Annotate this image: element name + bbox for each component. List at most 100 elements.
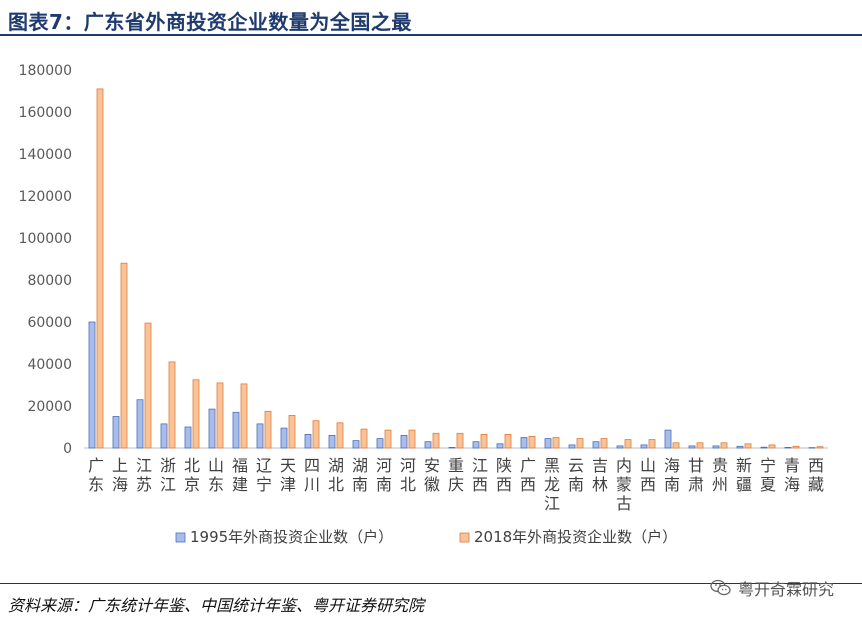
bar-2018-16 <box>480 433 488 449</box>
bar-2018-20 <box>576 438 584 449</box>
chart-title: 图表7：广东省外商投资企业数量为全国之最 <box>8 10 412 34</box>
bar-1995-27 <box>736 445 744 449</box>
bar-2018-2 <box>144 322 152 449</box>
bar-1995-25 <box>688 445 696 449</box>
bar-1995-18 <box>520 437 528 449</box>
x-tick-label: 重庆 <box>448 456 464 494</box>
bar-2018-24 <box>672 442 680 449</box>
y-tick-label: 0 <box>63 441 72 457</box>
y-tick-label: 60000 <box>27 315 72 331</box>
x-tick-label: 云南 <box>568 456 584 494</box>
legend: 1995年外商投资企业数（户） 2018年外商投资企业数（户） <box>175 528 677 546</box>
bar-1995-16 <box>472 441 480 449</box>
x-tick-label: 上海 <box>112 456 128 494</box>
bar-2018-26 <box>720 442 728 449</box>
bar-1995-24 <box>664 429 672 449</box>
y-tick-label: 20000 <box>27 399 72 415</box>
bar-1995-5 <box>208 408 216 449</box>
x-tick-label: 西藏 <box>808 456 824 494</box>
bar-1995-28 <box>760 446 768 449</box>
bar-2018-11 <box>360 428 368 449</box>
bar-2018-12 <box>384 429 392 449</box>
bar-2018-27 <box>744 443 752 449</box>
bar-2018-23 <box>648 439 656 449</box>
bar-2018-3 <box>168 361 176 449</box>
bar-1995-29 <box>784 446 792 449</box>
footer-divider <box>0 583 862 584</box>
bar-1995-1 <box>112 416 120 449</box>
bar-2018-5 <box>216 382 224 449</box>
bar-1995-26 <box>712 445 720 449</box>
bar-1995-11 <box>352 440 360 449</box>
x-tick-label: 湖南 <box>352 456 368 494</box>
bar-1995-20 <box>568 444 576 449</box>
x-tick-label: 山西 <box>640 456 656 494</box>
bar-2018-9 <box>312 420 320 449</box>
bar-2018-21 <box>600 438 608 449</box>
bar-2018-18 <box>528 435 536 449</box>
bar-2018-0 <box>96 88 104 449</box>
bar-1995-30 <box>808 447 816 449</box>
legend-label-0: 1995年外商投资企业数（户） <box>190 528 393 546</box>
bar-1995-15 <box>448 446 456 449</box>
x-tick-label: 黑龙江 <box>544 456 560 513</box>
x-tick-label: 河南 <box>376 456 392 494</box>
bar-1995-22 <box>616 445 624 449</box>
bar-2018-6 <box>240 383 248 449</box>
bar-1995-10 <box>328 434 336 449</box>
bar-2018-13 <box>408 429 416 449</box>
x-tick-label: 甘肃 <box>688 456 704 494</box>
bar-1995-0 <box>88 321 96 449</box>
title-divider <box>0 34 862 36</box>
bar-1995-7 <box>256 423 264 449</box>
x-tick-label: 内蒙古 <box>616 456 632 513</box>
legend-swatch-0 <box>175 532 186 543</box>
bar-1995-13 <box>400 434 408 449</box>
x-tick-label: 江苏 <box>136 456 152 494</box>
x-tick-label: 北京 <box>184 456 200 494</box>
bars-group <box>88 88 824 449</box>
x-tick-label: 海南 <box>664 456 680 494</box>
x-tick-label: 四川 <box>304 456 320 494</box>
bar-1995-12 <box>376 438 384 449</box>
bar-1995-17 <box>496 443 504 449</box>
y-tick-label: 140000 <box>19 147 72 163</box>
watermark: 粤开奇霖研究 <box>710 576 834 600</box>
x-tick-label: 江西 <box>472 456 488 494</box>
x-tick-label: 浙江 <box>160 456 176 494</box>
x-axis: 广东上海江苏浙江北京山东福建辽宁天津四川湖北湖南河南河北安徽重庆江西陕西广西黑龙… <box>88 456 824 513</box>
y-tick-label: 100000 <box>19 231 72 247</box>
bar-2018-22 <box>624 439 632 449</box>
bar-1995-23 <box>640 444 648 449</box>
x-tick-label: 贵州 <box>712 456 728 494</box>
x-tick-label: 宁夏 <box>760 456 776 494</box>
x-tick-label: 广西 <box>520 456 536 494</box>
bar-1995-14 <box>424 441 432 449</box>
y-tick-label: 160000 <box>19 105 72 121</box>
bar-1995-19 <box>544 438 552 449</box>
bar-2018-15 <box>456 432 464 449</box>
bar-chart: 0 20000 40000 60000 80000 100000 120000 140000 1… <box>19 63 828 546</box>
bar-2018-28 <box>768 444 776 449</box>
source-note: 资料来源：广东统计年鉴、中国统计年鉴、粤开证券研究院 <box>8 596 425 615</box>
bar-2018-14 <box>432 432 440 449</box>
y-tick-label: 120000 <box>19 189 72 205</box>
x-tick-label: 辽宁 <box>256 456 272 494</box>
bar-2018-4 <box>192 379 200 449</box>
y-tick-label: 80000 <box>27 273 72 289</box>
x-tick-label: 吉林 <box>592 456 608 494</box>
bar-2018-17 <box>504 433 512 449</box>
bar-1995-4 <box>184 426 192 449</box>
bar-1995-21 <box>592 441 600 449</box>
bar-2018-30 <box>816 446 824 449</box>
bar-2018-1 <box>120 262 128 449</box>
bar-1995-8 <box>280 427 288 449</box>
bar-2018-10 <box>336 422 344 449</box>
bar-1995-9 <box>304 433 312 449</box>
wechat-icon <box>710 579 731 596</box>
bar-2018-19 <box>552 437 560 449</box>
bar-1995-3 <box>160 423 168 449</box>
y-axis: 0 20000 40000 60000 80000 100000 120000 140000 1… <box>19 63 828 457</box>
x-tick-label: 新疆 <box>736 456 752 494</box>
bar-1995-6 <box>232 411 240 449</box>
